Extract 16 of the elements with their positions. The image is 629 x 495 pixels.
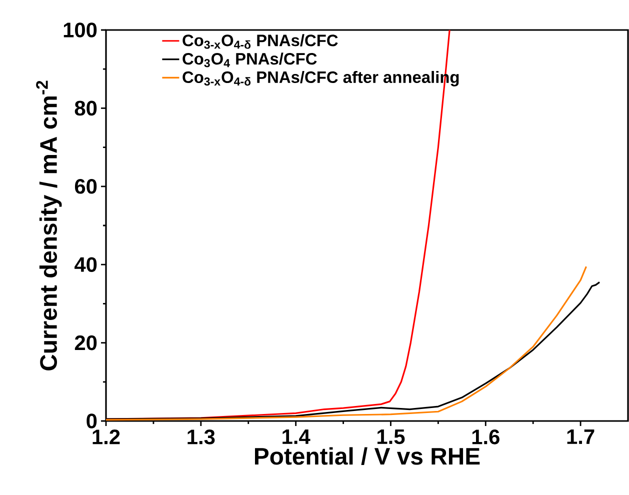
x-tick-label: 1.3 (188, 430, 215, 444)
legend-label: Co$_{3}$O$_{4}$ PNAs/CFC (182, 52, 317, 68)
y-tick-label: 40 (74, 257, 97, 272)
x-tick-label: 1.6 (472, 430, 500, 444)
x-tick-label: 1.5 (378, 430, 405, 444)
x-tick-label: 1.4 (282, 430, 310, 444)
x-tick-label: 1.7 (567, 430, 594, 444)
y-tick-label: 80 (74, 100, 97, 116)
x-axis-title: Potential / V vs RHE (254, 447, 480, 466)
y-tick-label: 60 (74, 178, 97, 194)
legend-label: Co$_{3-x}$O$_{4-δ}$ PNAs/CFC (182, 34, 338, 49)
y-tick-label: 100 (64, 22, 97, 38)
x-tick-label: 1.2 (92, 430, 120, 444)
y-tick-label: 20 (74, 335, 97, 350)
y-axis-title: Current density / mA cm$^{-2}$ (36, 80, 62, 370)
y-tick-label: 0 (86, 414, 97, 428)
